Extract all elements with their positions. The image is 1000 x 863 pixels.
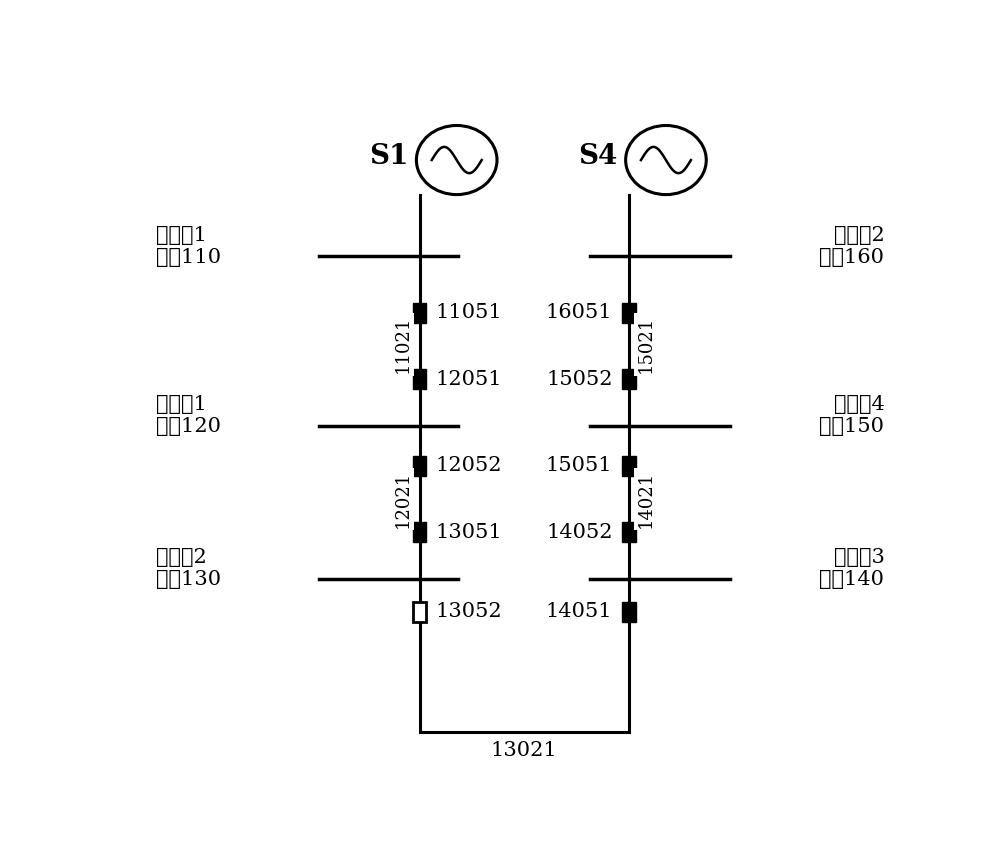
Bar — [413, 456, 426, 476]
Text: 16051: 16051 — [546, 304, 612, 323]
Bar — [622, 456, 636, 476]
Text: 11021: 11021 — [393, 316, 411, 374]
Bar — [622, 303, 636, 323]
Bar — [413, 602, 426, 622]
Text: 开关站4
编号150: 开关站4 编号150 — [820, 395, 885, 437]
Bar — [413, 303, 426, 323]
Text: 12052: 12052 — [436, 457, 502, 476]
Text: 15051: 15051 — [546, 457, 612, 476]
Text: 12051: 12051 — [436, 370, 502, 389]
Text: 13052: 13052 — [436, 602, 502, 621]
Text: 变电站1
编号110: 变电站1 编号110 — [156, 226, 221, 267]
Bar — [622, 522, 636, 542]
Bar — [622, 602, 636, 622]
Bar — [413, 369, 426, 389]
Text: 开关站2
编号130: 开关站2 编号130 — [156, 548, 221, 589]
Bar — [622, 369, 636, 389]
Text: S1: S1 — [369, 143, 408, 170]
Text: 15052: 15052 — [546, 370, 612, 389]
Text: S4: S4 — [578, 143, 617, 170]
Text: 11051: 11051 — [436, 304, 503, 323]
Text: 变电站2
编号160: 变电站2 编号160 — [820, 226, 885, 267]
Text: 14052: 14052 — [546, 523, 612, 542]
Bar — [413, 522, 426, 542]
Text: 开关站1
编号120: 开关站1 编号120 — [156, 395, 221, 437]
Text: 14051: 14051 — [546, 602, 612, 621]
Text: 12021: 12021 — [393, 470, 411, 527]
Text: 13051: 13051 — [436, 523, 503, 542]
Text: 15021: 15021 — [637, 316, 655, 374]
Text: 14021: 14021 — [637, 470, 655, 527]
Text: 开关站3
编号140: 开关站3 编号140 — [820, 548, 885, 589]
Text: 13021: 13021 — [491, 741, 558, 760]
